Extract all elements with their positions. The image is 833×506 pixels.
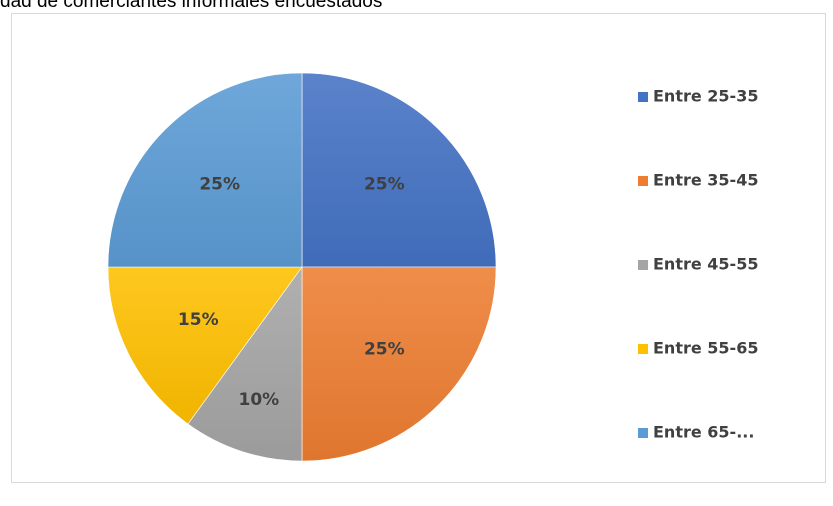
- legend-label-entre-35-45: Entre 35-45: [653, 171, 758, 190]
- pie-data-labels: 25% 25% 10% 15% 25%: [178, 175, 405, 410]
- data-label-entre-55-65: 15%: [178, 310, 219, 330]
- pie-slices: [107, 72, 497, 462]
- pie-slice-entre-55-65: [107, 266, 303, 425]
- pie-slice-entre-45-55: [187, 266, 303, 462]
- legend-swatch-entre-45-55: [638, 260, 648, 270]
- chart-caption: dad de comerciantes informales encuestad…: [0, 0, 383, 12]
- data-label-entre-65: 25%: [199, 175, 240, 195]
- pie-slice-entre-25-35: [301, 72, 497, 268]
- legend-swatch-entre-55-65: [638, 344, 648, 354]
- legend-label-entre-25-35: Entre 25-35: [653, 87, 758, 106]
- pie-slice-entre-35-45: [301, 266, 497, 462]
- legend-label-entre-65: Entre 65-...: [653, 423, 754, 442]
- data-label-entre-35-45: 25%: [364, 339, 405, 359]
- pie-slice-entre-65: [107, 72, 303, 268]
- legend-swatch-entre-65: [638, 428, 648, 438]
- legend-swatch-entre-25-35: [638, 92, 648, 102]
- data-label-entre-45-55: 10%: [238, 390, 279, 410]
- legend-swatch-entre-35-45: [638, 176, 648, 186]
- legend-label-entre-45-55: Entre 45-55: [653, 255, 758, 274]
- data-label-entre-25-35: 25%: [364, 175, 405, 195]
- chart-legend: Entre 25-35 Entre 35-45 Entre 45-55 Entre 5…: [638, 87, 758, 442]
- legend-label-entre-55-65: Entre 55-65: [653, 339, 758, 358]
